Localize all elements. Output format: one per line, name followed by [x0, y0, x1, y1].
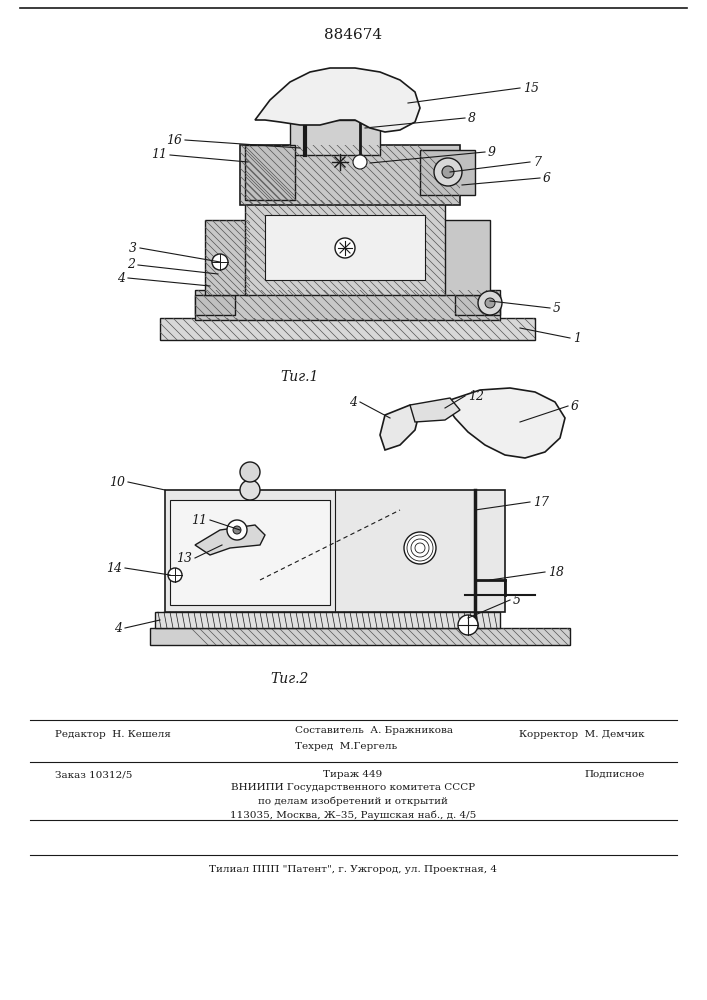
Text: Τилиал ППП "Патент", г. Ужгород, ул. Проектная, 4: Τилиал ППП "Патент", г. Ужгород, ул. Про…	[209, 865, 497, 874]
Text: 16: 16	[166, 133, 182, 146]
Polygon shape	[455, 295, 500, 315]
Polygon shape	[245, 145, 295, 200]
Polygon shape	[195, 295, 235, 315]
Text: 15: 15	[523, 82, 539, 95]
Circle shape	[240, 480, 260, 500]
Text: 113035, Москва, Ж–35, Раушская наб., д. 4/5: 113035, Москва, Ж–35, Раушская наб., д. …	[230, 811, 476, 820]
Circle shape	[168, 568, 182, 582]
Text: 12: 12	[468, 389, 484, 402]
Polygon shape	[245, 200, 445, 295]
Text: 5: 5	[513, 593, 521, 606]
Circle shape	[353, 155, 367, 169]
Text: 11: 11	[151, 148, 167, 161]
Circle shape	[233, 526, 241, 534]
Text: 14: 14	[106, 562, 122, 574]
Text: 18: 18	[548, 566, 564, 578]
Text: 1: 1	[573, 332, 581, 344]
Polygon shape	[195, 290, 500, 320]
Text: 884674: 884674	[324, 28, 382, 42]
Text: 13: 13	[176, 552, 192, 564]
Text: Заказ 10312/5: Заказ 10312/5	[55, 770, 132, 779]
Text: 11: 11	[191, 514, 207, 526]
Polygon shape	[420, 150, 475, 195]
Text: 6: 6	[571, 399, 579, 412]
Circle shape	[297, 80, 313, 96]
Text: 6: 6	[543, 172, 551, 184]
Polygon shape	[440, 220, 490, 295]
Text: 4: 4	[117, 271, 125, 284]
Text: Τиг.1: Τиг.1	[280, 370, 318, 384]
Circle shape	[227, 520, 247, 540]
Text: Техред  М.Гергель: Техред М.Гергель	[295, 742, 397, 751]
Circle shape	[240, 462, 260, 482]
Text: 17: 17	[533, 495, 549, 508]
Polygon shape	[448, 388, 565, 458]
Text: 2: 2	[127, 258, 135, 271]
Circle shape	[442, 166, 454, 178]
Text: Подписное: Подписное	[585, 770, 645, 779]
Polygon shape	[160, 318, 535, 340]
Text: ВНИИПИ Государственного комитета СССР: ВНИИПИ Государственного комитета СССР	[231, 783, 475, 792]
Polygon shape	[155, 612, 500, 628]
Text: 5: 5	[553, 302, 561, 314]
Circle shape	[478, 291, 502, 315]
Polygon shape	[195, 525, 265, 555]
Text: 8: 8	[468, 111, 476, 124]
Text: Τиг.2: Τиг.2	[270, 672, 308, 686]
Text: Составитель  А. Бражникова: Составитель А. Бражникова	[295, 726, 453, 735]
Polygon shape	[205, 220, 250, 295]
Text: по делам изобретений и открытий: по делам изобретений и открытий	[258, 797, 448, 806]
Polygon shape	[255, 68, 420, 132]
Polygon shape	[170, 500, 330, 605]
Circle shape	[212, 254, 228, 270]
Polygon shape	[150, 628, 570, 645]
Text: Тираж 449: Тираж 449	[323, 770, 382, 779]
Circle shape	[434, 158, 462, 186]
Polygon shape	[380, 405, 420, 450]
Text: 7: 7	[533, 155, 541, 168]
Text: 4: 4	[114, 621, 122, 635]
Text: Корректор  М. Демчик: Корректор М. Демчик	[520, 730, 645, 739]
Text: 3: 3	[129, 241, 137, 254]
Text: Редактор  Н. Кешеля: Редактор Н. Кешеля	[55, 730, 171, 739]
Text: 9: 9	[488, 145, 496, 158]
Text: 10: 10	[109, 476, 125, 488]
Polygon shape	[240, 145, 460, 205]
Circle shape	[404, 532, 436, 564]
Polygon shape	[265, 215, 425, 280]
Text: 4: 4	[349, 395, 357, 408]
Circle shape	[485, 298, 495, 308]
Circle shape	[335, 238, 355, 258]
Circle shape	[458, 615, 478, 635]
Polygon shape	[165, 490, 505, 612]
Polygon shape	[410, 398, 460, 422]
Polygon shape	[290, 120, 380, 155]
